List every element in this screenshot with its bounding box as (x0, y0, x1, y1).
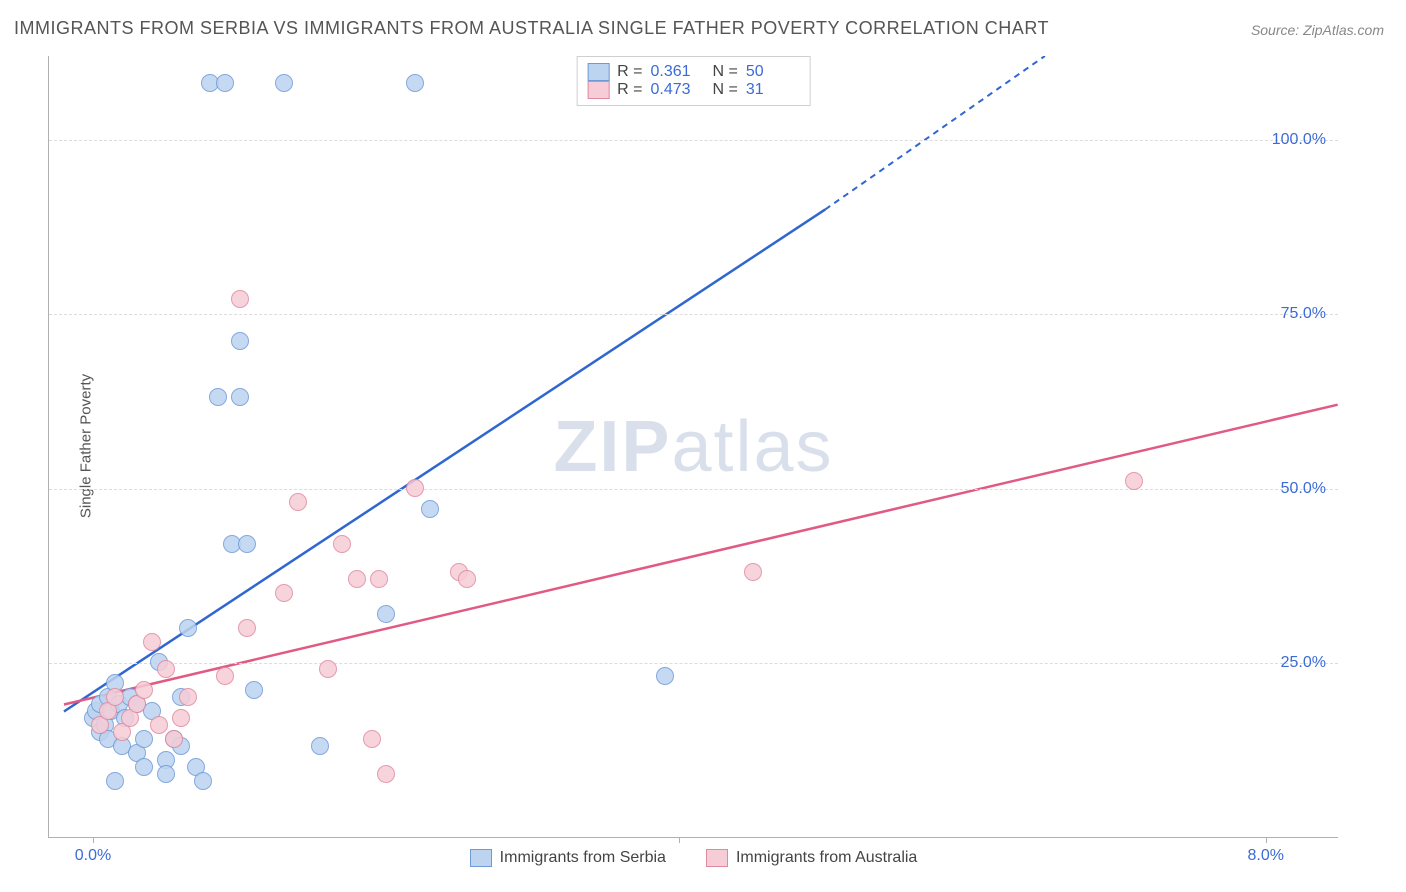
data-point (275, 74, 293, 92)
data-point (179, 688, 197, 706)
legend-r-label: R = (617, 63, 642, 81)
data-point (231, 290, 249, 308)
legend-label: Immigrants from Australia (736, 849, 917, 867)
y-tick-label: 100.0% (1272, 131, 1326, 149)
legend-swatch (587, 63, 609, 81)
legend-row: R = 0.361 N = 50 (587, 63, 800, 81)
data-point (238, 619, 256, 637)
data-point (106, 688, 124, 706)
data-point (1125, 472, 1143, 490)
data-point (216, 74, 234, 92)
data-point (333, 535, 351, 553)
data-point (135, 730, 153, 748)
data-point (172, 709, 190, 727)
x-tick-label: 0.0% (75, 847, 111, 865)
legend-label: Immigrants from Serbia (500, 849, 666, 867)
legend-n-label: N = (713, 63, 738, 81)
source-attribution: Source: ZipAtlas.com (1251, 22, 1384, 38)
data-point (106, 772, 124, 790)
gridline (49, 140, 1338, 141)
data-point (289, 493, 307, 511)
data-point (194, 772, 212, 790)
legend-item: Immigrants from Serbia (470, 849, 666, 867)
data-point (231, 332, 249, 350)
x-tick-label: 8.0% (1247, 847, 1283, 865)
gridline (49, 489, 1338, 490)
y-tick-label: 25.0% (1281, 654, 1326, 672)
legend-r-value: 0.473 (651, 81, 705, 99)
legend-r-label: R = (617, 81, 642, 99)
legend-r-value: 0.361 (651, 63, 705, 81)
data-point (348, 570, 366, 588)
x-tick (1266, 837, 1267, 843)
data-point (143, 633, 161, 651)
legend-swatch (470, 849, 492, 867)
data-point (209, 388, 227, 406)
y-tick-label: 50.0% (1281, 480, 1326, 498)
data-point (165, 730, 183, 748)
data-point (157, 660, 175, 678)
x-tick (93, 837, 94, 843)
data-point (421, 500, 439, 518)
data-point (238, 535, 256, 553)
legend-swatch (587, 81, 609, 99)
legend-swatch (706, 849, 728, 867)
data-point (363, 730, 381, 748)
gridline (49, 314, 1338, 315)
data-point (245, 681, 263, 699)
data-point (656, 667, 674, 685)
data-point (179, 619, 197, 637)
data-point (406, 74, 424, 92)
data-point (406, 479, 424, 497)
data-point (216, 667, 234, 685)
legend-n-label: N = (713, 81, 738, 99)
series-legend: Immigrants from Serbia Immigrants from Au… (49, 849, 1338, 867)
data-point (275, 584, 293, 602)
legend-item: Immigrants from Australia (706, 849, 917, 867)
legend-row: R = 0.473 N = 31 (587, 81, 800, 99)
gridline (49, 663, 1338, 664)
legend-n-value: 31 (746, 81, 800, 99)
data-point (135, 758, 153, 776)
regression-lines (49, 56, 1338, 837)
data-point (377, 765, 395, 783)
data-point (231, 388, 249, 406)
y-tick-label: 75.0% (1281, 305, 1326, 323)
watermark: ZIPatlas (553, 406, 833, 488)
data-point (458, 570, 476, 588)
data-point (150, 716, 168, 734)
data-point (377, 605, 395, 623)
chart-title: IMMIGRANTS FROM SERBIA VS IMMIGRANTS FRO… (14, 18, 1049, 39)
correlation-legend: R = 0.361 N = 50 R = 0.473 N = 31 (576, 56, 811, 106)
data-point (319, 660, 337, 678)
data-point (370, 570, 388, 588)
x-tick (679, 837, 680, 843)
data-point (744, 563, 762, 581)
data-point (157, 765, 175, 783)
data-point (135, 681, 153, 699)
legend-n-value: 50 (746, 63, 800, 81)
plot-area: ZIPatlas R =0.361N =50R =0.473N =31 Immi… (48, 56, 1338, 838)
data-point (311, 737, 329, 755)
